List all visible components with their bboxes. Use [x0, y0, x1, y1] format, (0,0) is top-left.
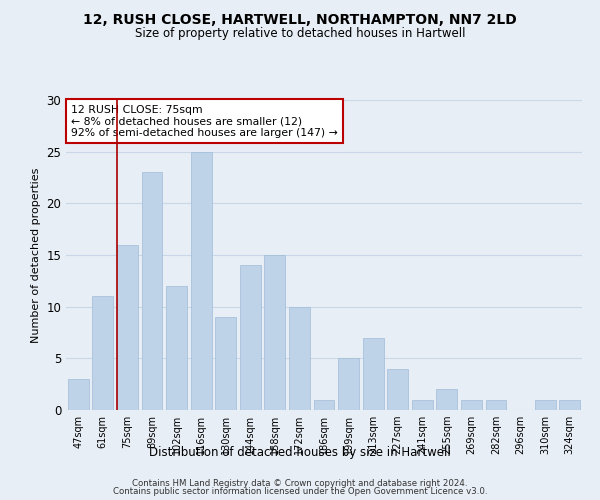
Bar [117, 244, 138, 410]
Bar [535, 400, 556, 410]
Text: 12, RUSH CLOSE, HARTWELL, NORTHAMPTON, NN7 2LD: 12, RUSH CLOSE, HARTWELL, NORTHAMPTON, N… [83, 12, 517, 26]
Bar [166, 286, 187, 410]
Bar [461, 400, 482, 410]
Bar [142, 172, 163, 410]
Bar [191, 152, 212, 410]
Bar [68, 379, 89, 410]
Bar [92, 296, 113, 410]
Bar [485, 400, 506, 410]
Bar [215, 317, 236, 410]
Bar [314, 400, 334, 410]
Text: Distribution of detached houses by size in Hartwell: Distribution of detached houses by size … [149, 446, 451, 459]
Bar [559, 400, 580, 410]
Bar [362, 338, 383, 410]
Bar [436, 390, 457, 410]
Text: Contains public sector information licensed under the Open Government Licence v3: Contains public sector information licen… [113, 487, 487, 496]
Bar [387, 368, 408, 410]
Bar [240, 266, 261, 410]
Bar [412, 400, 433, 410]
Bar [338, 358, 359, 410]
Y-axis label: Number of detached properties: Number of detached properties [31, 168, 41, 342]
Bar [265, 255, 286, 410]
Text: 12 RUSH CLOSE: 75sqm
← 8% of detached houses are smaller (12)
92% of semi-detach: 12 RUSH CLOSE: 75sqm ← 8% of detached ho… [71, 104, 338, 138]
Text: Size of property relative to detached houses in Hartwell: Size of property relative to detached ho… [135, 28, 465, 40]
Bar [289, 306, 310, 410]
Text: Contains HM Land Registry data © Crown copyright and database right 2024.: Contains HM Land Registry data © Crown c… [132, 478, 468, 488]
